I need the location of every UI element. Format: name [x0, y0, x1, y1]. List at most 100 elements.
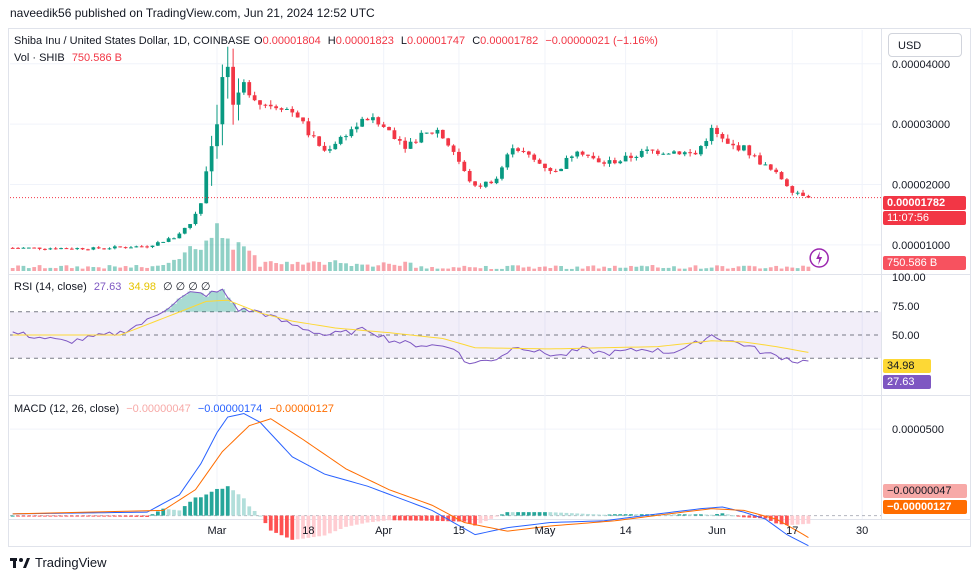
macd-histogram-bar	[247, 506, 252, 516]
macd-histogram-bar	[322, 515, 327, 536]
volume-bar	[236, 242, 241, 271]
volume-bar	[371, 266, 375, 271]
close-value: 0.00001782	[480, 35, 539, 47]
candle	[285, 108, 289, 110]
rsi-label[interactable]: RSI (14, close)	[14, 281, 87, 293]
candle	[349, 129, 354, 137]
candle	[91, 247, 96, 250]
macd-histogram-bar	[220, 488, 225, 516]
macd-histogram-bar	[225, 486, 230, 516]
volume-bar	[785, 266, 789, 271]
volume-bar	[419, 266, 424, 271]
candle	[569, 156, 574, 158]
candle	[758, 155, 762, 165]
candle	[236, 92, 241, 105]
candle	[134, 246, 139, 248]
volume-bar	[699, 268, 703, 271]
volume-label[interactable]: Vol · SHIB	[14, 52, 65, 64]
volume-bar	[473, 267, 477, 271]
macd-histogram-bar	[328, 515, 332, 534]
volume-bar	[311, 261, 316, 271]
candle	[467, 170, 472, 182]
candle	[338, 136, 343, 144]
candle	[80, 248, 85, 250]
volume-bar	[123, 266, 128, 271]
candle	[629, 155, 633, 158]
volume-bar	[672, 266, 676, 271]
candle	[682, 152, 687, 155]
macd-histogram-bar	[107, 515, 112, 517]
macd-signal-tag: −0.00000127	[883, 500, 967, 514]
candle	[774, 169, 779, 173]
open-label: O	[254, 35, 263, 47]
candle	[16, 247, 20, 249]
macd-histogram-bar	[779, 515, 784, 525]
macd-histogram-bar	[397, 515, 402, 521]
volume-bar	[483, 265, 488, 271]
macd-histogram-bar	[742, 515, 746, 518]
macd-histogram-bar	[338, 515, 343, 530]
footer-brand: TradingView	[35, 555, 107, 570]
candle	[344, 136, 348, 138]
volume-bar	[478, 268, 483, 271]
macd-histogram-bar	[591, 514, 596, 516]
macd-histogram-bar	[725, 514, 730, 516]
macd-label[interactable]: MACD (12, 26, close)	[14, 403, 120, 415]
macd-histogram-bar	[408, 515, 413, 521]
candle	[424, 132, 429, 134]
candle	[494, 178, 499, 184]
candle	[215, 124, 219, 147]
tradingview-logo[interactable]: TradingView	[10, 555, 107, 570]
volume-bar	[596, 268, 601, 271]
candle	[322, 145, 327, 151]
volume-bar	[177, 258, 182, 271]
countdown-tag: 11:07:56	[883, 211, 966, 225]
rsi-sma-value: 34.98	[128, 281, 156, 293]
volume-bar	[521, 267, 526, 271]
macd-histogram-bar	[112, 515, 117, 517]
volume-bar	[586, 266, 590, 271]
volume-bar	[612, 265, 617, 271]
candle	[26, 247, 31, 249]
candle	[220, 77, 225, 125]
volume-bar	[231, 249, 236, 271]
volume-bar	[204, 240, 209, 271]
macd-histogram-bar	[381, 515, 386, 521]
candle	[311, 135, 316, 137]
candle	[489, 181, 494, 184]
macd-histogram-bar	[688, 514, 693, 516]
macd-histogram-bar	[489, 515, 494, 519]
candle	[446, 138, 451, 146]
candle	[414, 141, 418, 143]
currency-button[interactable]: USD	[888, 33, 962, 57]
macd-histogram-bar	[306, 515, 311, 538]
volume-bar	[182, 252, 187, 271]
volume-bar	[720, 266, 725, 271]
symbol-label[interactable]: Shiba Inu / United States Dollar, 1D, CO…	[14, 35, 251, 47]
volume-bar	[650, 265, 655, 271]
volume-bar	[349, 266, 354, 271]
macd-histogram-bar	[596, 514, 601, 516]
macd-histogram-bar	[80, 515, 85, 517]
candle	[731, 143, 736, 146]
macd-histogram-bar	[231, 490, 236, 516]
macd-histogram-bar	[580, 513, 585, 516]
volume-bar	[731, 267, 736, 271]
candle	[634, 156, 639, 158]
volume-bar	[564, 268, 569, 271]
candle	[301, 117, 305, 122]
volume-bar	[742, 265, 746, 271]
volume-bar	[64, 265, 69, 271]
volume-bar	[290, 264, 295, 271]
candle	[430, 132, 434, 134]
macd-histogram-bar	[612, 514, 617, 516]
macd-signal-value: −0.00000127	[269, 403, 334, 415]
volume-bar	[263, 261, 268, 271]
volume-bar	[365, 264, 370, 271]
volume-bar	[258, 266, 262, 271]
macd-histogram-bar	[145, 515, 149, 517]
volume-bar	[139, 267, 144, 271]
volume-bar	[107, 265, 112, 271]
volume-bar	[645, 266, 650, 271]
